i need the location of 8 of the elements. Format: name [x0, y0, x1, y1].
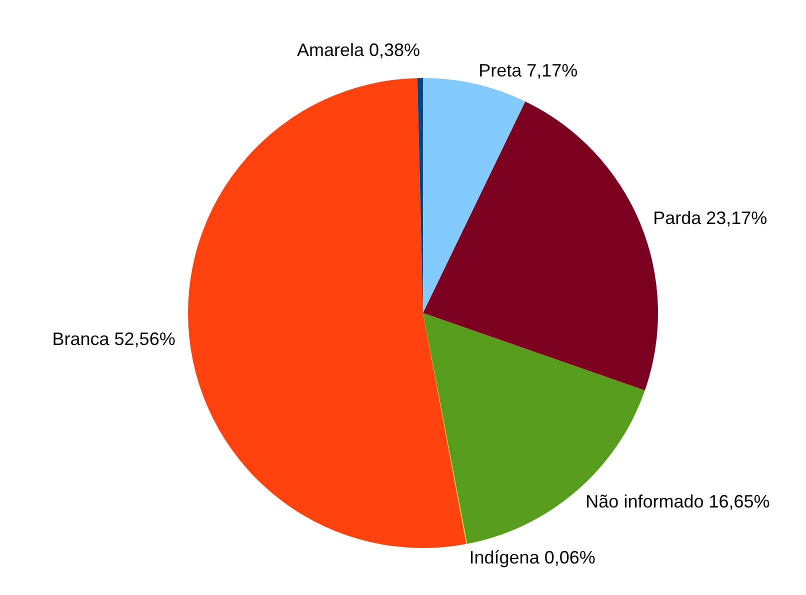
- slice-label: Amarela 0,38%: [296, 40, 420, 60]
- slice-label: Indígena 0,06%: [469, 548, 596, 568]
- slice-label: Preta 7,17%: [478, 60, 578, 80]
- slice-label: Branca 52,56%: [52, 328, 176, 349]
- slice-label: Parda 23,17%: [653, 208, 768, 228]
- slice-label: Não informado 16,65%: [586, 492, 770, 512]
- pie-slice: [188, 78, 466, 548]
- pie-slice: [423, 78, 526, 313]
